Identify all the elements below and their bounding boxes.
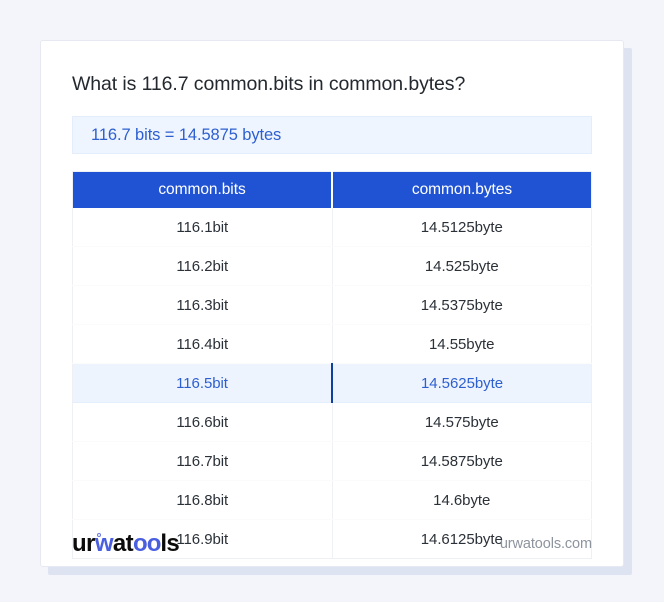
conversion-table: common.bits common.bytes 116.1bit 14.5125… [72, 171, 592, 559]
cell-bits: 116.9bit [72, 519, 333, 559]
table-row[interactable]: 116.8bit 14.6byte [72, 480, 592, 520]
table-row[interactable]: 116.2bit 14.525byte [72, 246, 592, 286]
table-row[interactable]: 116.3bit 14.5375byte [72, 285, 592, 325]
cell-bytes: 14.6125byte [420, 530, 503, 548]
cell-bytes: 14.5375byte [332, 285, 592, 325]
card-body: What is 116.7 common.bits in common.byte… [41, 41, 623, 559]
table-row[interactable]: 116.6bit 14.575byte [72, 402, 592, 442]
urwatools-logo[interactable]: ur w at oo ls [72, 530, 180, 557]
cell-bytes: 14.5125byte [332, 208, 592, 247]
conversion-card: What is 116.7 common.bits in common.byte… [40, 40, 624, 567]
cell-bytes: 14.6byte [332, 480, 592, 520]
logo-part-at: at [112, 530, 134, 557]
table-row[interactable]: 116.9bit 14.6125byte [72, 519, 592, 559]
result-banner: 116.7 bits = 14.5875 bytes [72, 116, 592, 154]
cell-bits: 116.6bit [72, 402, 333, 442]
table-row[interactable]: 116.7bit 14.5875byte [72, 441, 592, 481]
cell-bytes: 14.55byte [332, 324, 592, 364]
cell-bits: 116.1bit [72, 208, 333, 247]
table-row[interactable]: 116.4bit 14.55byte [72, 324, 592, 364]
site-url-label: urwatools.com [499, 536, 592, 552]
column-header-bits[interactable]: common.bits [72, 171, 333, 208]
page-title: What is 116.7 common.bits in common.byte… [72, 73, 466, 95]
logo-part-ur: ur [72, 530, 95, 557]
result-banner-text: 116.7 bits = 14.5875 bytes [91, 125, 282, 144]
table-head: common.bits common.bytes [72, 171, 592, 208]
logo-part-oo: oo [133, 530, 161, 557]
cell-bits: 116.7bit [72, 441, 333, 481]
table-row[interactable]: 116.5bit 14.5625byte [72, 363, 592, 403]
cell-bytes: 14.5625byte [332, 363, 592, 403]
table-row[interactable]: 116.1bit 14.5125byte [72, 208, 592, 247]
cell-bits: 116.2bit [72, 246, 333, 286]
cell-bits: 116.4bit [72, 324, 333, 364]
cell-bytes: 14.5875byte [332, 441, 592, 481]
cell-bits: 116.5bit [72, 363, 333, 403]
cell-bits: 116.8bit [72, 480, 333, 520]
cell-bytes: 14.575byte [332, 402, 592, 442]
cell-bits: 116.3bit [72, 285, 333, 325]
table-header-row: common.bits common.bytes [72, 171, 592, 208]
cell-bytes: 14.525byte [332, 246, 592, 286]
card-footer: ur w at oo ls urwatools.com [41, 522, 623, 566]
logo-part-w: w [94, 530, 114, 557]
logo-dot-icon [97, 533, 101, 537]
column-header-bytes[interactable]: common.bytes [332, 171, 592, 208]
logo-part-ls: ls [160, 530, 180, 557]
table-body: 116.1bit 14.5125byte 116.2bit 14.525byte 116… [72, 208, 592, 559]
